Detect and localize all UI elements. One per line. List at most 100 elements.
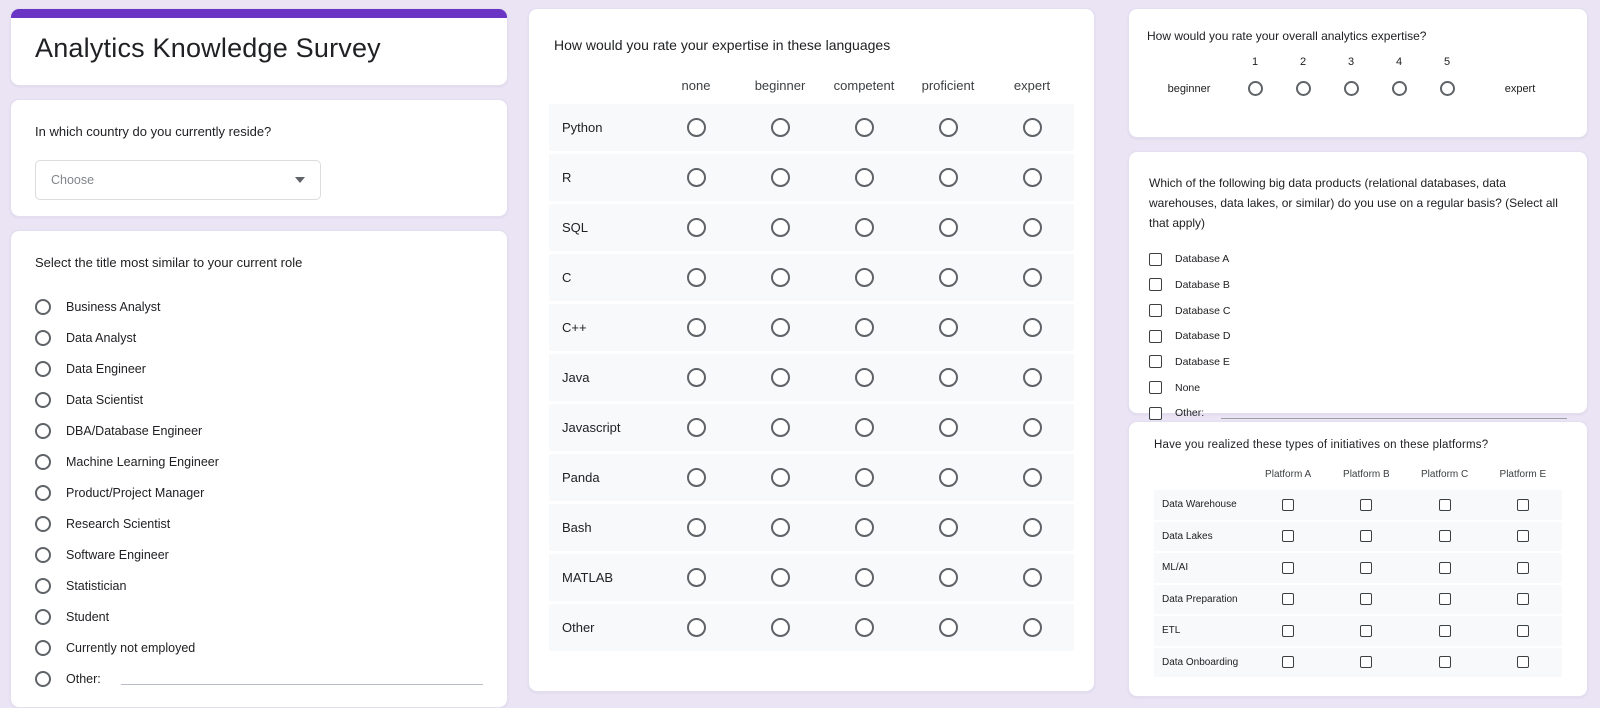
role-option-statistician[interactable]: Statistician xyxy=(35,570,483,601)
checkbox-icon[interactable] xyxy=(1516,624,1529,637)
radio-icon[interactable] xyxy=(1295,81,1311,96)
radio-icon[interactable] xyxy=(686,468,706,487)
product-option-database-d[interactable]: Database D xyxy=(1149,323,1567,349)
checkbox-icon[interactable] xyxy=(1516,498,1529,511)
product-option-none[interactable]: None xyxy=(1149,375,1567,401)
checkbox-icon[interactable] xyxy=(1438,498,1451,511)
radio-icon[interactable] xyxy=(854,268,874,287)
checkbox-icon[interactable] xyxy=(1438,593,1451,606)
radio-icon[interactable] xyxy=(686,568,706,587)
checkbox-icon[interactable] xyxy=(1282,624,1295,637)
role-option-student[interactable]: Student xyxy=(35,601,483,632)
radio-icon[interactable] xyxy=(686,618,706,637)
radio-icon[interactable] xyxy=(35,329,51,346)
radio-icon[interactable] xyxy=(1022,468,1042,487)
checkbox-icon[interactable] xyxy=(1438,561,1451,574)
product-option-database-a[interactable]: Database A xyxy=(1149,246,1567,272)
radio-icon[interactable] xyxy=(770,218,790,237)
checkbox-icon[interactable] xyxy=(1360,624,1373,637)
role-option-product-project-manager[interactable]: Product/Project Manager xyxy=(35,477,483,508)
radio-icon[interactable] xyxy=(686,318,706,337)
radio-icon[interactable] xyxy=(938,318,958,337)
role-option-data-analyst[interactable]: Data Analyst xyxy=(35,322,483,353)
checkbox-icon[interactable] xyxy=(1149,381,1162,395)
radio-icon[interactable] xyxy=(770,418,790,437)
radio-icon[interactable] xyxy=(938,118,958,137)
radio-icon[interactable] xyxy=(770,368,790,387)
radio-icon[interactable] xyxy=(854,318,874,337)
radio-icon[interactable] xyxy=(938,568,958,587)
checkbox-icon[interactable] xyxy=(1516,561,1529,574)
radio-icon[interactable] xyxy=(686,518,706,537)
role-option-dba-database-engineer[interactable]: DBA/Database Engineer xyxy=(35,415,483,446)
radio-icon[interactable] xyxy=(1439,81,1455,96)
radio-icon[interactable] xyxy=(35,515,51,532)
radio-icon[interactable] xyxy=(938,218,958,237)
radio-icon[interactable] xyxy=(1247,81,1263,96)
radio-icon[interactable] xyxy=(938,418,958,437)
product-option-database-b[interactable]: Database B xyxy=(1149,272,1567,298)
radio-icon[interactable] xyxy=(1022,318,1042,337)
radio-icon[interactable] xyxy=(35,298,51,315)
checkbox-icon[interactable] xyxy=(1282,561,1295,574)
radio-icon[interactable] xyxy=(1391,81,1407,96)
radio-icon[interactable] xyxy=(35,360,51,377)
products-other-text-input[interactable] xyxy=(1221,408,1567,419)
radio-icon[interactable] xyxy=(35,453,51,470)
radio-icon[interactable] xyxy=(854,218,874,237)
radio-icon[interactable] xyxy=(854,168,874,187)
radio-icon[interactable] xyxy=(1022,618,1042,637)
radio-icon[interactable] xyxy=(686,368,706,387)
radio-icon[interactable] xyxy=(35,608,51,625)
radio-icon[interactable] xyxy=(854,618,874,637)
checkbox-icon[interactable] xyxy=(1149,406,1162,420)
checkbox-icon[interactable] xyxy=(1360,593,1373,606)
role-other-text-input[interactable] xyxy=(120,672,483,685)
checkbox-icon[interactable] xyxy=(1360,561,1373,574)
radio-icon[interactable] xyxy=(35,639,51,656)
radio-icon[interactable] xyxy=(686,168,706,187)
radio-icon[interactable] xyxy=(1022,168,1042,187)
checkbox-icon[interactable] xyxy=(1149,278,1162,292)
radio-icon[interactable] xyxy=(686,118,706,137)
radio-icon[interactable] xyxy=(1022,418,1042,437)
radio-icon[interactable] xyxy=(1022,368,1042,387)
checkbox-icon[interactable] xyxy=(1282,530,1295,543)
radio-icon[interactable] xyxy=(770,618,790,637)
radio-icon[interactable] xyxy=(938,518,958,537)
radio-icon[interactable] xyxy=(854,568,874,587)
checkbox-icon[interactable] xyxy=(1149,355,1162,369)
checkbox-icon[interactable] xyxy=(1438,656,1451,669)
radio-icon[interactable] xyxy=(35,484,51,501)
radio-icon[interactable] xyxy=(35,577,51,594)
radio-icon[interactable] xyxy=(938,168,958,187)
radio-icon[interactable] xyxy=(854,418,874,437)
radio-icon[interactable] xyxy=(35,670,51,687)
product-option-other[interactable]: Other: xyxy=(1149,401,1567,427)
checkbox-icon[interactable] xyxy=(1360,498,1373,511)
checkbox-icon[interactable] xyxy=(1282,498,1295,511)
radio-icon[interactable] xyxy=(854,368,874,387)
radio-icon[interactable] xyxy=(854,118,874,137)
radio-icon[interactable] xyxy=(854,468,874,487)
radio-icon[interactable] xyxy=(686,418,706,437)
radio-icon[interactable] xyxy=(770,568,790,587)
radio-icon[interactable] xyxy=(35,391,51,408)
radio-icon[interactable] xyxy=(938,268,958,287)
radio-icon[interactable] xyxy=(1022,268,1042,287)
checkbox-icon[interactable] xyxy=(1516,530,1529,543)
checkbox-icon[interactable] xyxy=(1516,593,1529,606)
country-dropdown[interactable]: Choose xyxy=(35,160,321,200)
checkbox-icon[interactable] xyxy=(1360,530,1373,543)
product-option-database-e[interactable]: Database E xyxy=(1149,349,1567,375)
checkbox-icon[interactable] xyxy=(1149,252,1162,266)
radio-icon[interactable] xyxy=(1022,118,1042,137)
checkbox-icon[interactable] xyxy=(1438,530,1451,543)
radio-icon[interactable] xyxy=(35,422,51,439)
checkbox-icon[interactable] xyxy=(1516,656,1529,669)
radio-icon[interactable] xyxy=(770,168,790,187)
radio-icon[interactable] xyxy=(1343,81,1359,96)
radio-icon[interactable] xyxy=(770,518,790,537)
radio-icon[interactable] xyxy=(938,368,958,387)
role-option-business-analyst[interactable]: Business Analyst xyxy=(35,291,483,322)
